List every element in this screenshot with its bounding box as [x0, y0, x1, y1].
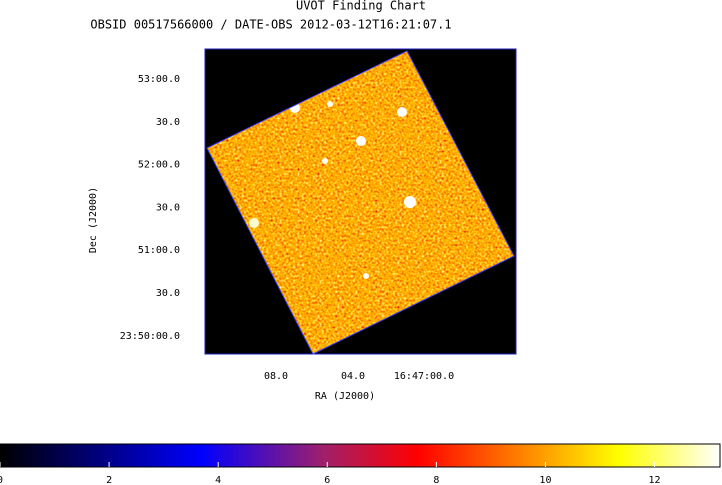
colorbar-tick-label: 6 [324, 475, 330, 485]
y-tick-label: 52:00.0 [138, 160, 180, 171]
colorbar-tick-label: 4 [215, 475, 221, 485]
y-tick-label: 30.0 [156, 202, 180, 213]
star [356, 136, 366, 146]
colorbar-tick-label: 10 [539, 475, 551, 485]
y-tick-label: 23:50:00.0 [120, 331, 180, 342]
y-tick-label: 30.0 [156, 288, 180, 299]
x-tick-label: 08.0 [264, 371, 288, 382]
star [363, 273, 369, 279]
star [327, 101, 333, 107]
star [397, 107, 407, 117]
star [322, 158, 328, 164]
y-tick-label: 51:00.0 [138, 245, 180, 256]
x-axis-label: RA (J2000) [315, 391, 375, 402]
colorbar-tick-label: 12 [649, 475, 661, 485]
chart-subtitle: OBSID 00517566000 / DATE-OBS 2012-03-12T… [90, 18, 451, 32]
star [404, 196, 416, 208]
y-tick-label: 30.0 [156, 117, 180, 128]
colorbar [0, 443, 721, 468]
chart-title: UVOT Finding Chart [296, 0, 426, 13]
y-tick-label: 53:00.0 [138, 74, 180, 85]
field-edge [206, 50, 515, 355]
colorbar-tick-label: 0 [0, 475, 3, 485]
colorbar-tick-label: 8 [433, 475, 439, 485]
star [249, 218, 259, 228]
y-axis-label: Dec (J2000) [88, 187, 99, 253]
x-tick-label: 04.0 [341, 371, 365, 382]
colorbar-tick-label: 2 [106, 475, 112, 485]
x-tick-label: 16:47:00.0 [394, 371, 454, 382]
